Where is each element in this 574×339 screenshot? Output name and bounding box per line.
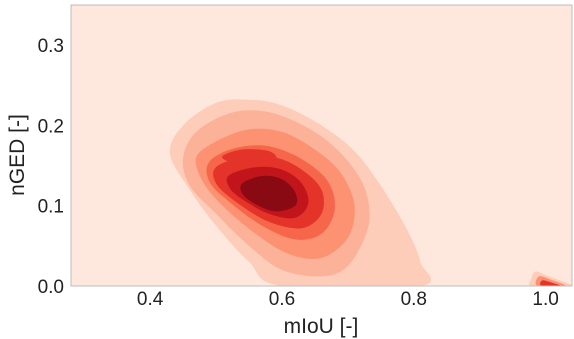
density-contour-level-5 — [540, 280, 561, 286]
x-tick-label: 0.4 — [137, 289, 164, 310]
plot-frame — [70, 4, 573, 287]
density-contour-level-7 — [240, 175, 298, 212]
x-axis-ticks: 0.4 0.6 0.8 1.0 — [137, 289, 559, 310]
y-tick-label: 0.3 — [38, 36, 64, 57]
x-tick-label: 1.0 — [532, 289, 558, 310]
y-tick-label: 0.0 — [38, 277, 64, 298]
density-contours — [169, 99, 572, 286]
y-tick-label: 0.1 — [38, 197, 64, 218]
x-axis-title: mIoU [-] — [284, 315, 359, 338]
y-axis-title: nGED [-] — [6, 114, 29, 196]
x-tick-label: 0.8 — [401, 289, 427, 310]
y-tick-label: 0.2 — [38, 116, 64, 137]
density-contour-level-5 — [222, 149, 277, 163]
x-tick-label: 0.6 — [269, 289, 295, 310]
y-axis-ticks: 0.0 0.1 0.2 0.3 — [38, 36, 64, 298]
